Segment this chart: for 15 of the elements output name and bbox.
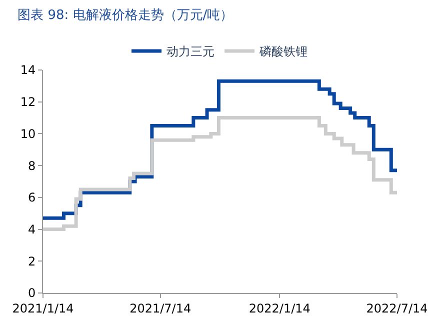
y-tick-label: 2 <box>28 254 36 268</box>
y-tick-label: 8 <box>28 158 36 173</box>
x-tick-label: 2021/7/14 <box>130 301 192 316</box>
x-tick-label: 2022/1/14 <box>248 301 310 316</box>
y-tick-label: 10 <box>20 126 36 141</box>
y-tick-label: 14 <box>20 63 36 78</box>
y-tick-label: 4 <box>28 222 36 236</box>
x-tick-label: 2022/7/14 <box>366 301 428 316</box>
legend-label: 动力三元 <box>166 44 214 59</box>
legend-label: 磷酸铁锂 <box>258 44 308 59</box>
y-tick-label: 0 <box>28 286 36 300</box>
y-tick-label: 6 <box>28 190 36 205</box>
chart-title: 图表 98: 电解液价格走势（万元/吨） <box>18 8 234 24</box>
x-tick-label: 2021/1/14 <box>12 301 74 316</box>
y-tick-label: 12 <box>20 95 36 110</box>
